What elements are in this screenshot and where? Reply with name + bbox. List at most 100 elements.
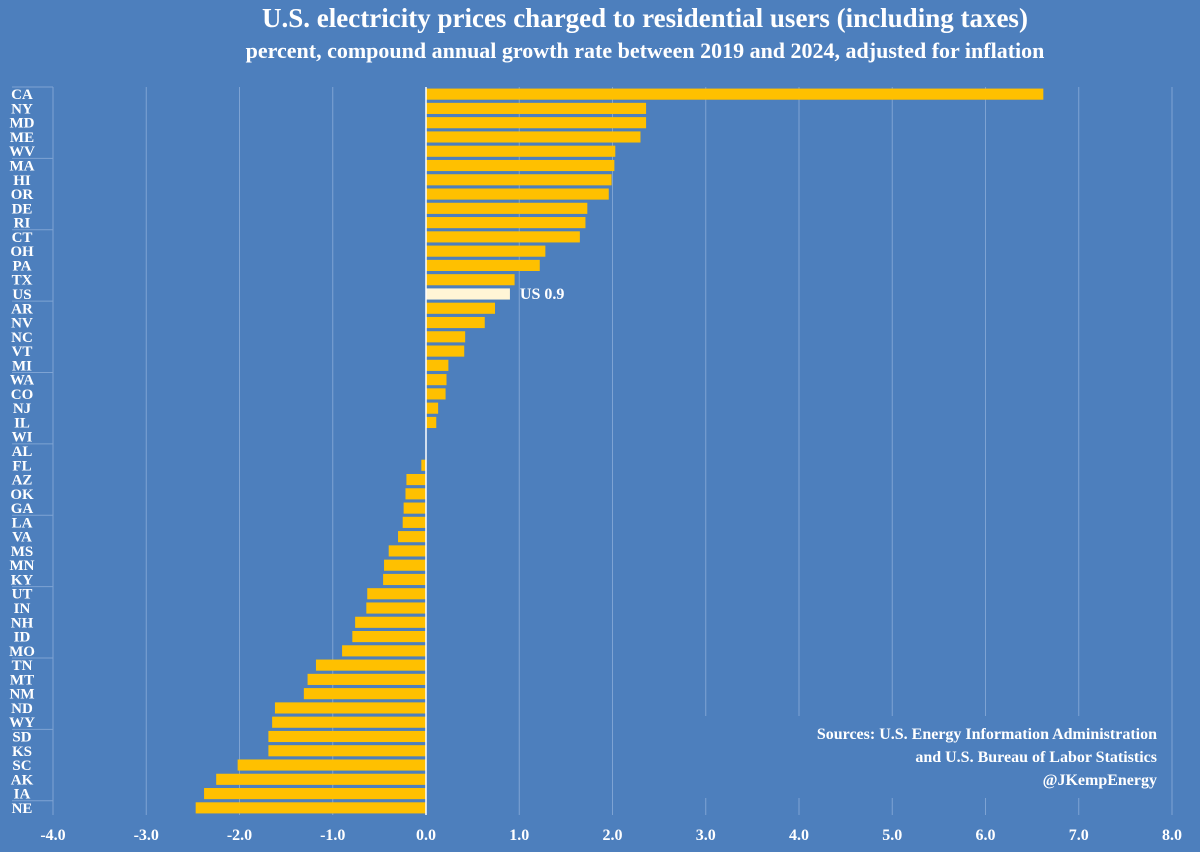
bar-ma	[426, 159, 615, 172]
category-label: WV	[9, 144, 35, 160]
x-tick-label: 3.0	[696, 827, 716, 844]
category-label: HI	[13, 173, 31, 189]
bar-la	[402, 516, 426, 528]
x-tick-label: -3.0	[134, 827, 159, 844]
bar-mn	[384, 559, 426, 571]
bar-az	[406, 473, 426, 486]
bar-vt	[426, 345, 465, 357]
chart-title: U.S. electricity prices charged to resid…	[262, 3, 1028, 33]
category-label: GA	[11, 501, 34, 517]
category-label: LA	[12, 515, 33, 531]
x-tick-label: -4.0	[40, 827, 65, 844]
x-tick-label: 8.0	[1162, 827, 1182, 844]
bar-ut	[367, 588, 426, 600]
x-tick-label: 7.0	[1069, 827, 1089, 844]
x-tick-label: 1.0	[509, 827, 529, 844]
sources-line-1: Sources: U.S. Energy Information Adminis…	[817, 726, 1157, 743]
bar-id	[352, 631, 426, 643]
bar-nh	[355, 616, 426, 628]
bar-or	[426, 188, 609, 200]
bar-ms	[388, 545, 426, 557]
bar-mi	[426, 359, 449, 371]
category-label: AL	[12, 444, 33, 460]
bar-de	[426, 202, 588, 214]
category-label: MO	[9, 644, 35, 660]
category-labels: CANYMDMEWVMAHIORDERICTOHPATXUSARNVNCVTMI…	[9, 87, 35, 817]
category-label: SC	[12, 758, 31, 774]
us-annotation: US 0.9	[520, 286, 564, 303]
category-label: MD	[10, 116, 35, 132]
category-label: NE	[12, 801, 33, 817]
category-label: AZ	[12, 473, 33, 489]
category-label: MI	[12, 358, 32, 374]
category-label: KY	[11, 572, 34, 588]
x-tick-label: 5.0	[882, 827, 902, 844]
sources-line-2: and U.S. Bureau of Labor Statistics	[915, 749, 1157, 766]
bar-ga	[403, 502, 426, 514]
category-label: TX	[12, 273, 33, 289]
bar-wv	[426, 145, 616, 157]
category-label: NC	[11, 330, 33, 346]
x-axis-tick-labels: -4.0 -3.0 -2.0 -1.0 0.0 1.0 2.0 3.0 4.0 5.0 6.0 7.0…	[40, 827, 1182, 844]
bar-mt	[307, 673, 426, 685]
bar-tn	[315, 659, 426, 671]
category-label: WA	[10, 373, 34, 389]
bars	[195, 88, 1044, 814]
x-tick-label: 0.0	[416, 827, 436, 844]
bar-ar	[426, 302, 496, 314]
category-label: IN	[14, 601, 31, 617]
bar-pa	[426, 259, 540, 271]
bar-ok	[405, 488, 426, 500]
x-tick-label: 4.0	[789, 827, 809, 844]
category-label: AR	[11, 301, 33, 317]
bar-oh	[426, 245, 546, 257]
bar-ia	[204, 788, 426, 800]
bar-ca	[426, 88, 1044, 100]
bar-me	[426, 131, 641, 143]
category-label: DE	[12, 201, 33, 217]
category-label: US	[12, 287, 31, 303]
category-label: UT	[12, 587, 33, 603]
category-label: MT	[10, 672, 34, 688]
x-tick-label: -1.0	[320, 827, 345, 844]
bar-mo	[342, 645, 426, 657]
bar-ny	[426, 102, 647, 114]
bar-va	[398, 531, 426, 543]
bar-md	[426, 117, 647, 129]
category-label: CO	[11, 387, 34, 403]
bar-ct	[426, 231, 580, 243]
category-label: MS	[11, 544, 34, 560]
bar-ks	[268, 745, 426, 757]
bar-tx	[426, 274, 515, 286]
category-label: TN	[12, 658, 33, 674]
category-label: WI	[12, 430, 33, 446]
category-label: CT	[12, 230, 33, 246]
category-label: NH	[11, 615, 34, 631]
category-label: SD	[12, 729, 31, 745]
bar-sc	[237, 759, 426, 771]
category-label: PA	[13, 258, 32, 274]
bar-sd	[268, 730, 426, 743]
bar-fl	[421, 459, 426, 471]
category-label: MA	[10, 159, 35, 175]
category-label: ID	[14, 630, 31, 646]
bar-ky	[383, 573, 426, 586]
chart-subtitle: percent, compound annual growth rate bet…	[246, 38, 1045, 63]
bar-ak	[216, 773, 426, 785]
sources-box	[700, 716, 1170, 798]
category-label: ME	[10, 130, 34, 146]
x-tick-label: 2.0	[603, 827, 623, 844]
category-label: IL	[14, 415, 30, 431]
sources-handle: @JKempEnergy	[1043, 772, 1157, 789]
x-tick-label: 6.0	[976, 827, 996, 844]
bar-nv	[426, 316, 485, 329]
category-label: CA	[11, 87, 33, 103]
bar-ri	[426, 217, 586, 229]
category-label: RI	[14, 216, 31, 232]
category-label: KS	[12, 744, 32, 760]
category-label: AK	[11, 772, 34, 788]
category-label: NJ	[13, 401, 32, 417]
bar-nm	[303, 688, 426, 700]
bar-ne	[195, 802, 426, 814]
